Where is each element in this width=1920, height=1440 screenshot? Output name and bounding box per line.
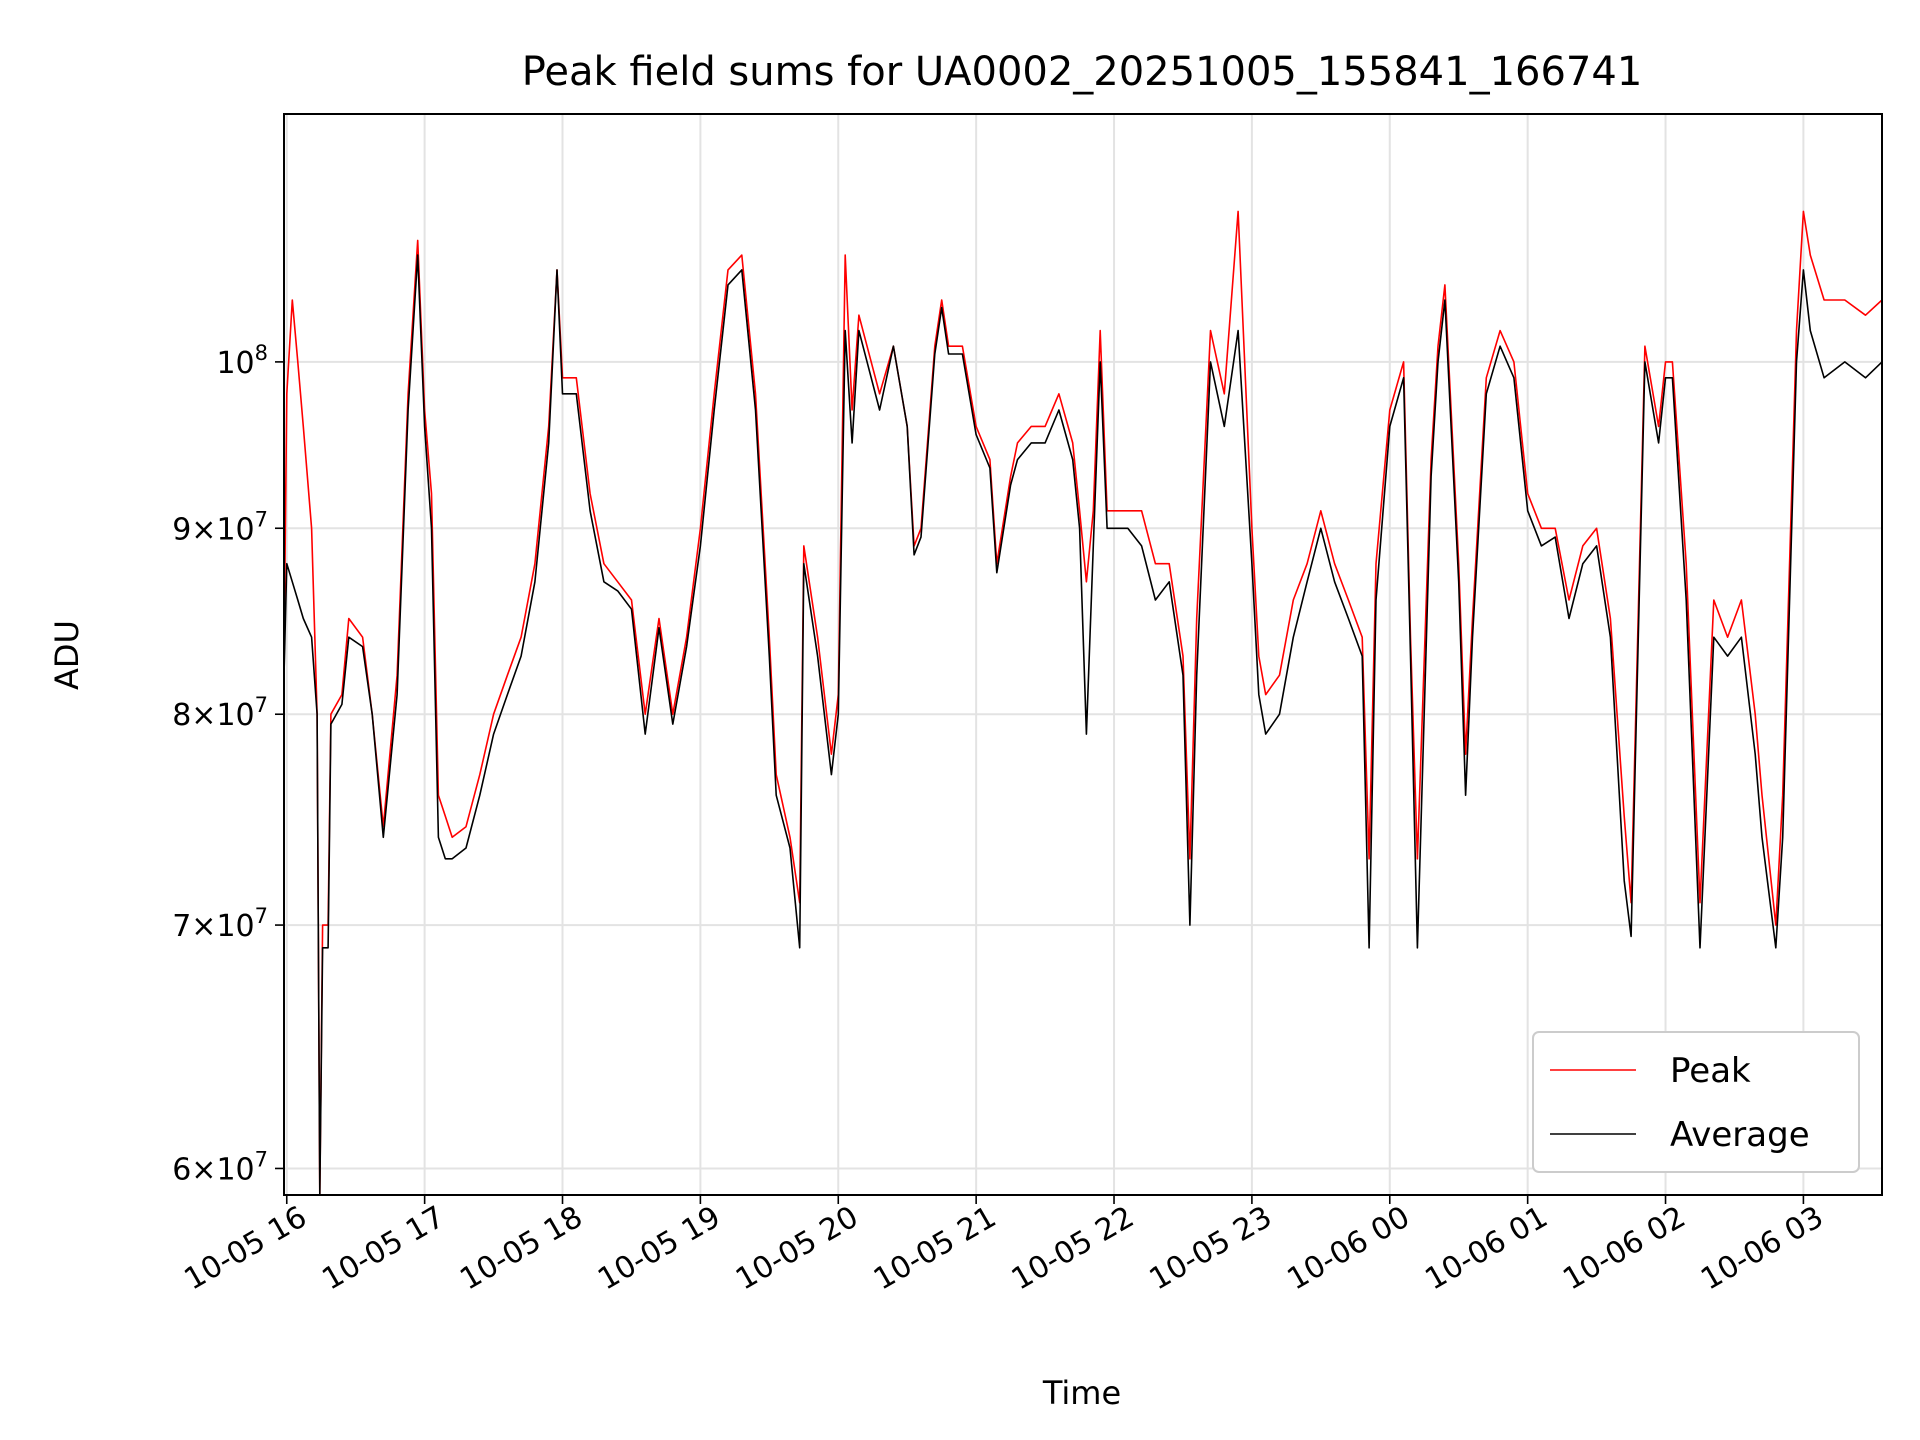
x-axis-label: Time	[1042, 1374, 1121, 1412]
y-tick-base: 7	[172, 909, 191, 944]
series-layer	[283, 210, 1883, 1196]
y-axis-label: ADU	[48, 620, 86, 690]
y-tick-mult: ×	[191, 909, 216, 944]
y-tick-exp: 7	[255, 1147, 268, 1171]
y-tick-base: 9	[172, 512, 191, 547]
y-tick-mult: ×	[191, 698, 216, 733]
y-tick-base: 10	[216, 346, 254, 381]
y-tick-label: 7×107	[172, 904, 268, 944]
legend-box	[1532, 1031, 1860, 1173]
y-tick-base: 6	[172, 1152, 191, 1187]
y-tick-label: 9×107	[172, 507, 268, 547]
legend-label: Average	[1670, 1115, 1810, 1155]
plot-frame	[283, 113, 1883, 1196]
y-tick-exp: 7	[255, 507, 268, 531]
y-tick-exp: 7	[255, 693, 268, 717]
y-tick-ten: 10	[216, 1152, 254, 1187]
legend-label: Peak	[1670, 1051, 1751, 1091]
y-tick-exp: 7	[255, 904, 268, 928]
y-tick-label: 8×107	[172, 693, 268, 733]
y-tick-ten: 10	[216, 512, 254, 547]
chart-title: Peak field sums for UA0002_20251005_1558…	[522, 49, 1643, 95]
y-tick-mult: ×	[191, 1152, 216, 1187]
y-tick-label: 108	[216, 341, 268, 381]
y-tick-mult: ×	[191, 512, 216, 547]
series-line-peak	[283, 210, 1883, 1196]
y-tick-base: 8	[172, 698, 191, 733]
y-tick-label: 6×107	[172, 1147, 268, 1187]
legend: Peak Average	[1532, 1031, 1860, 1173]
y-tick-ten: 10	[216, 909, 254, 944]
y-tick-ten: 10	[216, 698, 254, 733]
series-line-average	[283, 254, 1883, 1196]
grid	[284, 114, 1882, 1195]
y-tick-exp: 8	[255, 341, 268, 365]
